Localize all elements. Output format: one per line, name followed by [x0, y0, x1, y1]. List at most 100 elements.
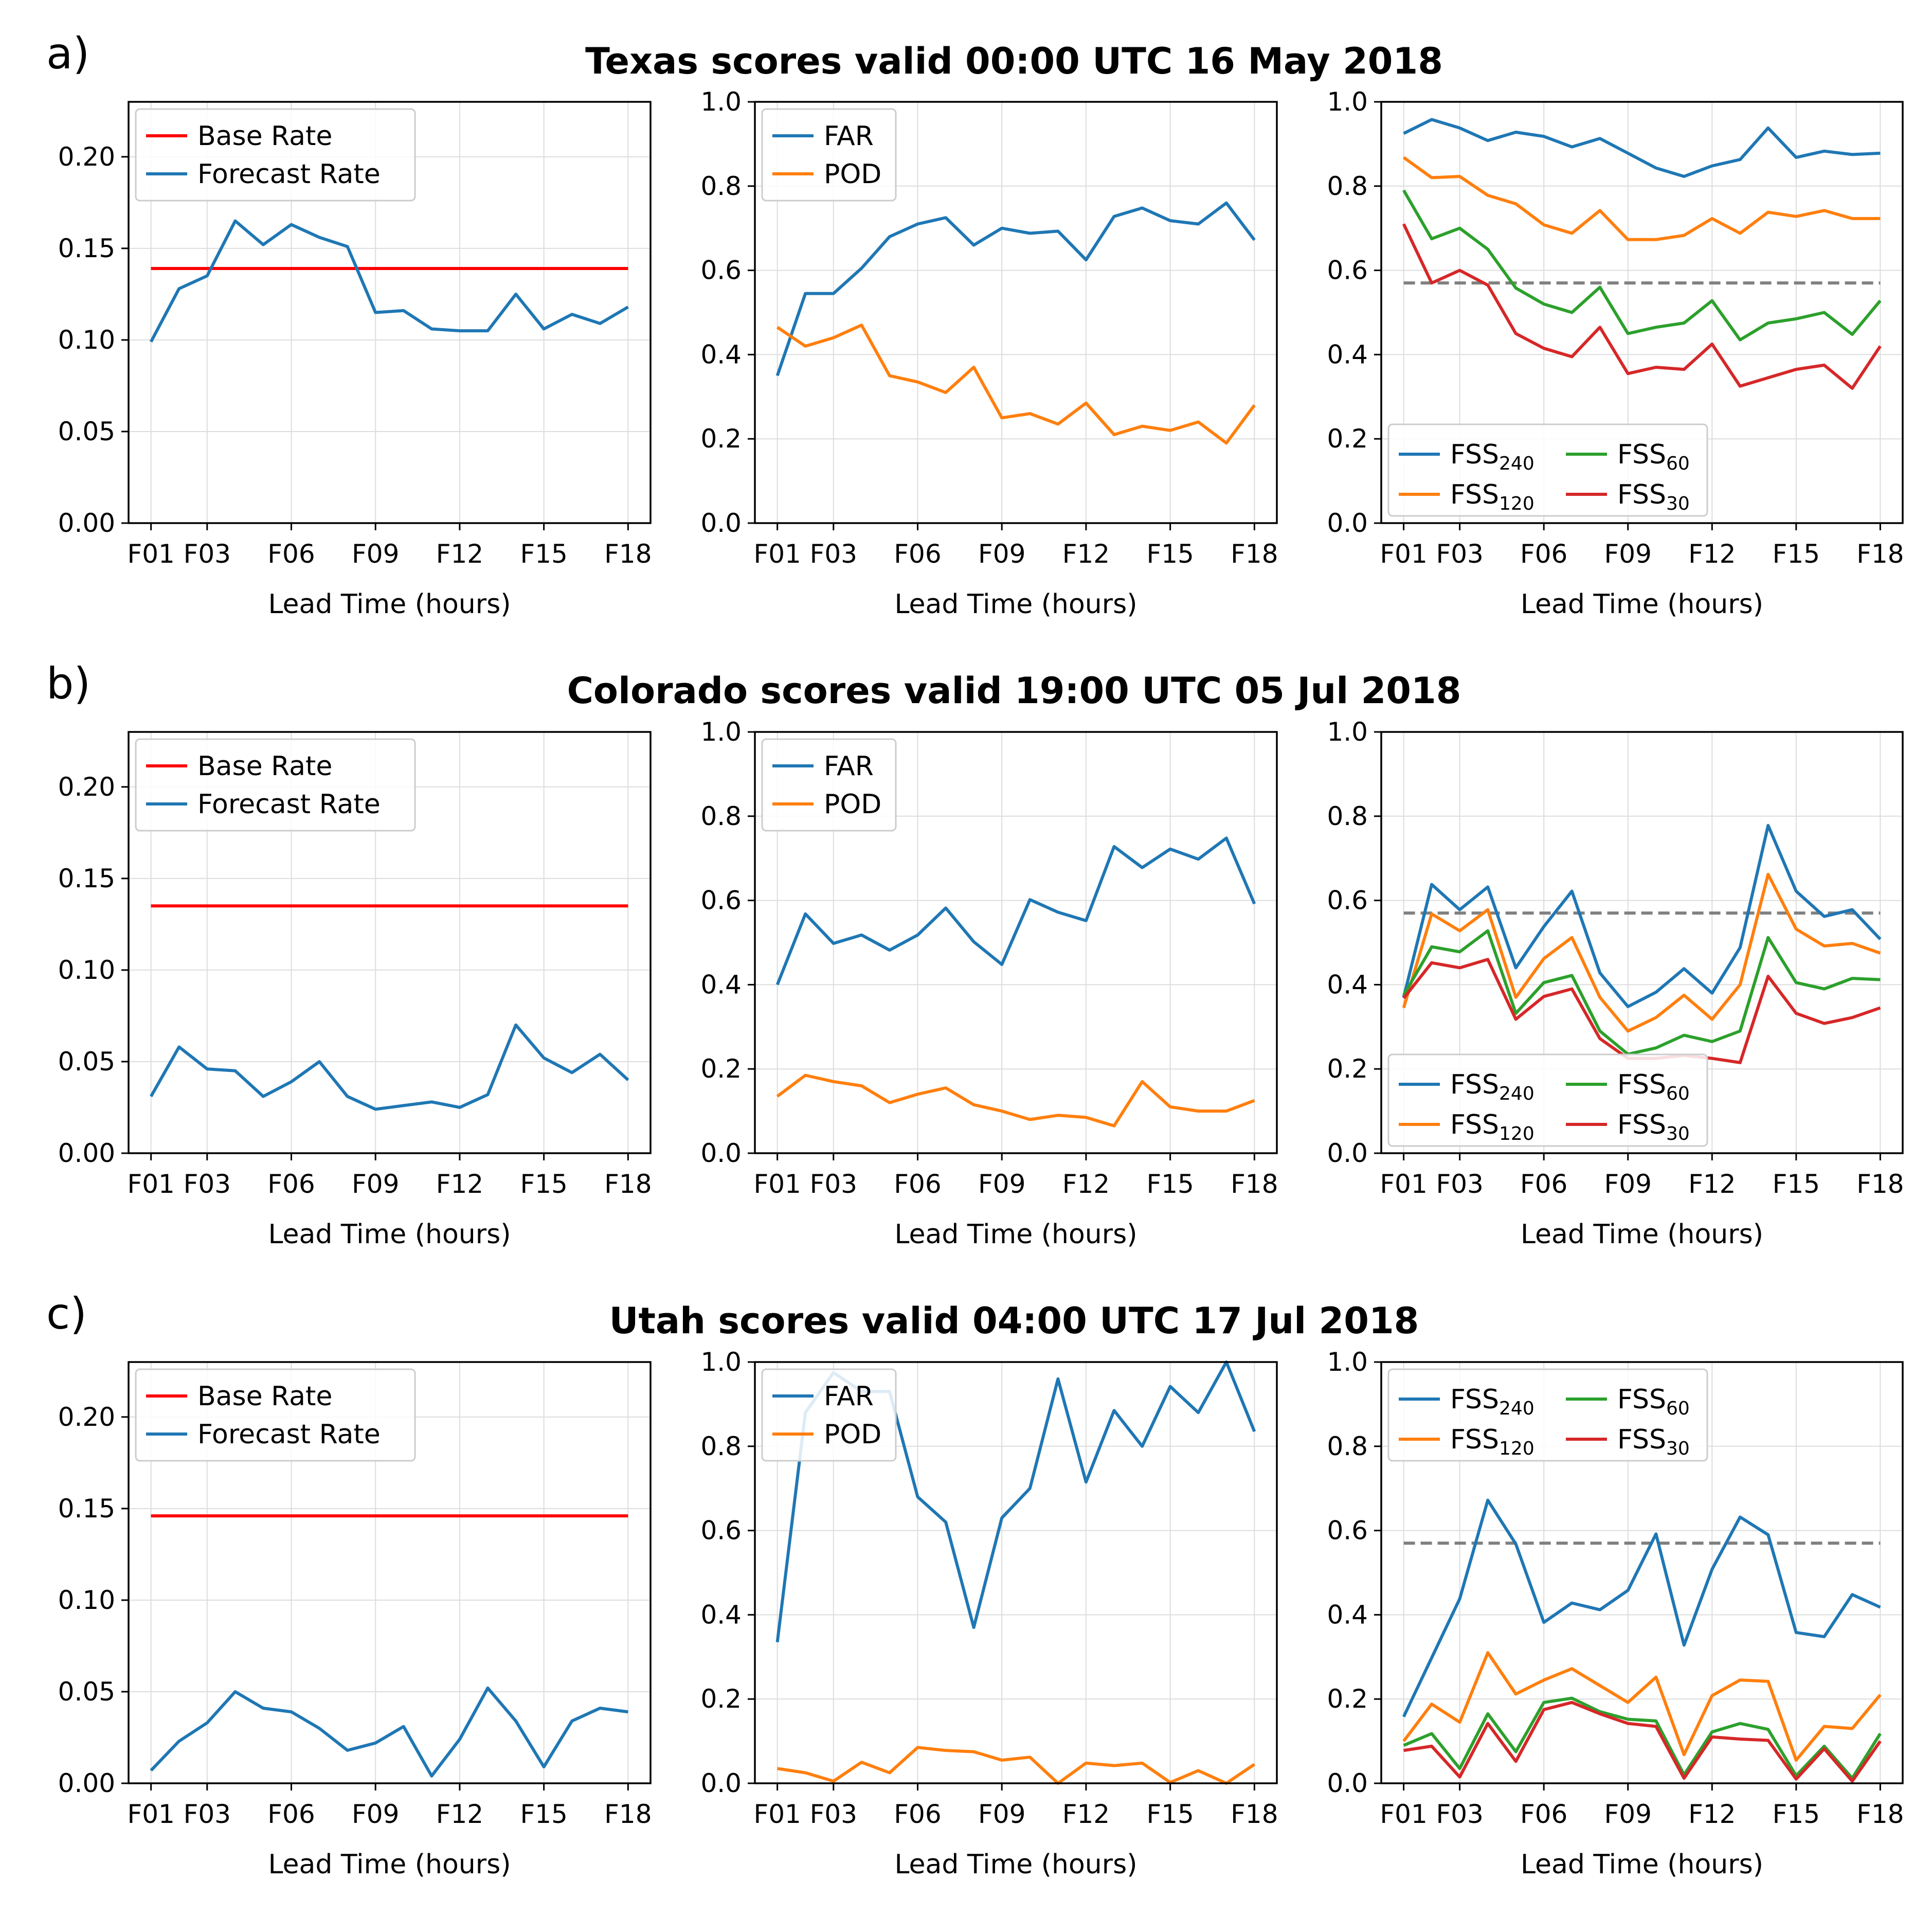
chart-1-ytick-label-4: 0.20 — [58, 142, 115, 172]
chart-4-xtick-label-1: F03 — [184, 1169, 231, 1199]
panel-label-b: b) — [46, 658, 91, 709]
chart-7-ytick-label-1: 0.05 — [58, 1677, 115, 1707]
chart-8: F01 F03 F06 F09 F12 F15 F18 0.0 0.2 0.4 0.6 0.8 1.0 L… — [700, 1347, 1278, 1880]
chart-1-ytick-label-1: 0.05 — [58, 417, 115, 446]
chart-7-series-2-line — [150, 1686, 628, 1778]
chart-8-xtick-label-5: F15 — [1146, 1799, 1194, 1829]
chart-4: F01 F03 F06 F09 F12 F15 F18 0.00 0.05 0.10 0.15 0.2… — [58, 731, 652, 1250]
chart-9-xtick-label-5: F15 — [1773, 1799, 1820, 1829]
chart-3-series-2-line — [1402, 156, 1881, 241]
chart-6-axes-frame — [1380, 731, 1904, 1154]
chart-9-xtick-label-2: F06 — [1520, 1799, 1567, 1829]
chart-5-xtick-label-2: F06 — [894, 1169, 941, 1199]
chart-8-ytick-label-2: 0.4 — [700, 1600, 742, 1630]
chart-9-xtick-label-4: F12 — [1688, 1799, 1736, 1829]
chart-6-ytick-label-5: 1.0 — [1327, 717, 1368, 747]
chart-7-xtick-label-6: F18 — [604, 1799, 652, 1829]
chart-3-ytick-label-0: 0.0 — [1327, 508, 1368, 538]
chart-8-xtick-label-6: F18 — [1231, 1799, 1278, 1829]
chart-4-ytick-label-1: 0.05 — [58, 1047, 115, 1077]
chart-7: F01 F03 F06 F09 F12 F15 F18 0.00 0.05 0.10 0.15 0.2… — [58, 1361, 652, 1880]
chart-5-xtick-label-1: F03 — [810, 1169, 857, 1199]
chart-9-ytick-label-3: 0.6 — [1327, 1516, 1368, 1546]
chart-4-xtick-label-6: F18 — [604, 1169, 652, 1199]
chart-1-xtick-label-6: F18 — [604, 539, 652, 569]
chart-4-xtick-label-3: F09 — [352, 1169, 399, 1199]
chart-2-axes-frame — [754, 101, 1278, 524]
chart-3-series-1-line — [1403, 118, 1881, 178]
chart-4-ytick-label-4: 0.20 — [58, 772, 115, 802]
chart-4-xtick-label-2: F06 — [267, 1169, 315, 1199]
chart-6-xtick-label-5: F15 — [1773, 1169, 1820, 1199]
chart-3-ytick-label-3: 0.6 — [1327, 256, 1368, 285]
chart-5: F01 F03 F06 F09 F12 F15 F18 0.0 0.2 0.4 0.6 0.8 1.0 L… — [700, 717, 1278, 1250]
chart-2-xtick-label-2: F06 — [894, 539, 941, 569]
chart-6-xtick-label-0: F01 — [1380, 1169, 1427, 1199]
chart-9-series-3-line — [1403, 1696, 1882, 1780]
chart-6-xtick-label-1: F03 — [1436, 1169, 1483, 1199]
chart-5-legend-box — [761, 738, 897, 832]
chart-6-legend-box — [1387, 1053, 1708, 1147]
chart-9-xtick-label-0: F01 — [1380, 1799, 1427, 1829]
chart-5-legend: FAR POD — [761, 738, 897, 832]
chart-2-series-2-line — [776, 324, 1256, 445]
chart-8-ytick-label-3: 0.6 — [700, 1516, 742, 1546]
chart-5-xtick-label-4: F12 — [1062, 1169, 1110, 1199]
chart-5-ytick-label-4: 0.8 — [700, 801, 742, 831]
chart-6-xtick-label-4: F12 — [1688, 1169, 1736, 1199]
chart-2-legend-label-2: POD — [824, 159, 881, 190]
chart-8-xtick-label-3: F09 — [978, 1799, 1025, 1829]
chart-4-legend-label-1: Base Rate — [197, 751, 332, 782]
chart-2-ytick-label-1: 0.2 — [700, 424, 742, 454]
chart-3-ytick-label-5: 1.0 — [1327, 87, 1368, 117]
chart-9-ytick-label-5: 1.0 — [1327, 1347, 1368, 1377]
chart-5-series-2-line — [776, 1073, 1255, 1127]
chart-2-xtick-label-3: F09 — [978, 539, 1025, 569]
chart-9-xlabel: Lead Time (hours) — [1521, 1849, 1763, 1880]
chart-1-ytick-label-2: 0.10 — [58, 325, 115, 355]
chart-2: F01 F03 F06 F09 F12 F15 F18 0.0 0.2 0.4 0.6 0.8 1.0 L… — [700, 87, 1278, 620]
chart-2-ytick-label-5: 1.0 — [700, 87, 742, 117]
chart-9-xtick-label-3: F09 — [1604, 1799, 1652, 1829]
chart-7-ytick-label-0: 0.00 — [58, 1768, 115, 1798]
chart-9-axes-frame — [1380, 1361, 1904, 1784]
panel-label-c: c) — [46, 1288, 87, 1339]
chart-1-axes-frame — [128, 101, 652, 524]
chart-3-xtick-label-0: F01 — [1380, 539, 1427, 569]
chart-9-legend-label-4: FSS30 — [1617, 1424, 1690, 1459]
chart-1-xlabel: Lead Time (hours) — [268, 589, 511, 620]
chart-7-xtick-label-1: F03 — [184, 1799, 231, 1829]
chart-5-ytick-label-0: 0.0 — [700, 1138, 742, 1168]
chart-7-legend: Base Rate Forecast Rate — [135, 1368, 416, 1462]
chart-6-legend-label-1: FSS240 — [1450, 1069, 1534, 1104]
chart-9-legend-box — [1387, 1368, 1708, 1462]
chart-7-xtick-label-2: F06 — [267, 1799, 315, 1829]
chart-2-ytick-label-2: 0.4 — [700, 339, 742, 369]
chart-2-legend: FAR POD — [761, 108, 897, 202]
chart-3-ytick-label-2: 0.4 — [1327, 339, 1368, 369]
chart-5-ytick-label-1: 0.2 — [700, 1054, 742, 1084]
chart-5-xtick-label-6: F18 — [1231, 1169, 1278, 1199]
chart-2-xtick-label-4: F12 — [1062, 539, 1110, 569]
chart-5-ytick-label-5: 1.0 — [700, 717, 742, 747]
chart-7-legend-label-1: Base Rate — [197, 1381, 332, 1412]
chart-5-xtick-label-3: F09 — [978, 1169, 1025, 1199]
chart-5-ytick-label-3: 0.6 — [700, 886, 742, 916]
panels: F01 F03 F06 F09 F12 F15 F18 0.00 0.05 0.10 0.15 0.2… — [58, 87, 1904, 1880]
chart-6-ytick-label-0: 0.0 — [1327, 1138, 1368, 1168]
chart-9-legend-label-2: FSS120 — [1450, 1424, 1534, 1459]
chart-7-xtick-label-0: F01 — [127, 1799, 174, 1829]
chart-1-legend-label-2: Forecast Rate — [197, 159, 381, 190]
chart-7-xtick-label-5: F15 — [520, 1799, 567, 1829]
chart-7-xtick-label-4: F12 — [436, 1799, 483, 1829]
chart-3-xlabel: Lead Time (hours) — [1521, 589, 1763, 620]
chart-6-series-2-line — [1402, 872, 1881, 1033]
chart-6-xtick-label-6: F18 — [1856, 1169, 1904, 1199]
chart-1-xtick-label-4: F12 — [436, 539, 483, 569]
chart-3-xtick-label-4: F12 — [1688, 539, 1736, 569]
chart-5-legend-label-1: FAR — [824, 751, 874, 782]
chart-8-ytick-label-5: 1.0 — [700, 1347, 742, 1377]
chart-3-series-3-line — [1402, 189, 1882, 342]
chart-3-legend-box — [1387, 423, 1708, 517]
